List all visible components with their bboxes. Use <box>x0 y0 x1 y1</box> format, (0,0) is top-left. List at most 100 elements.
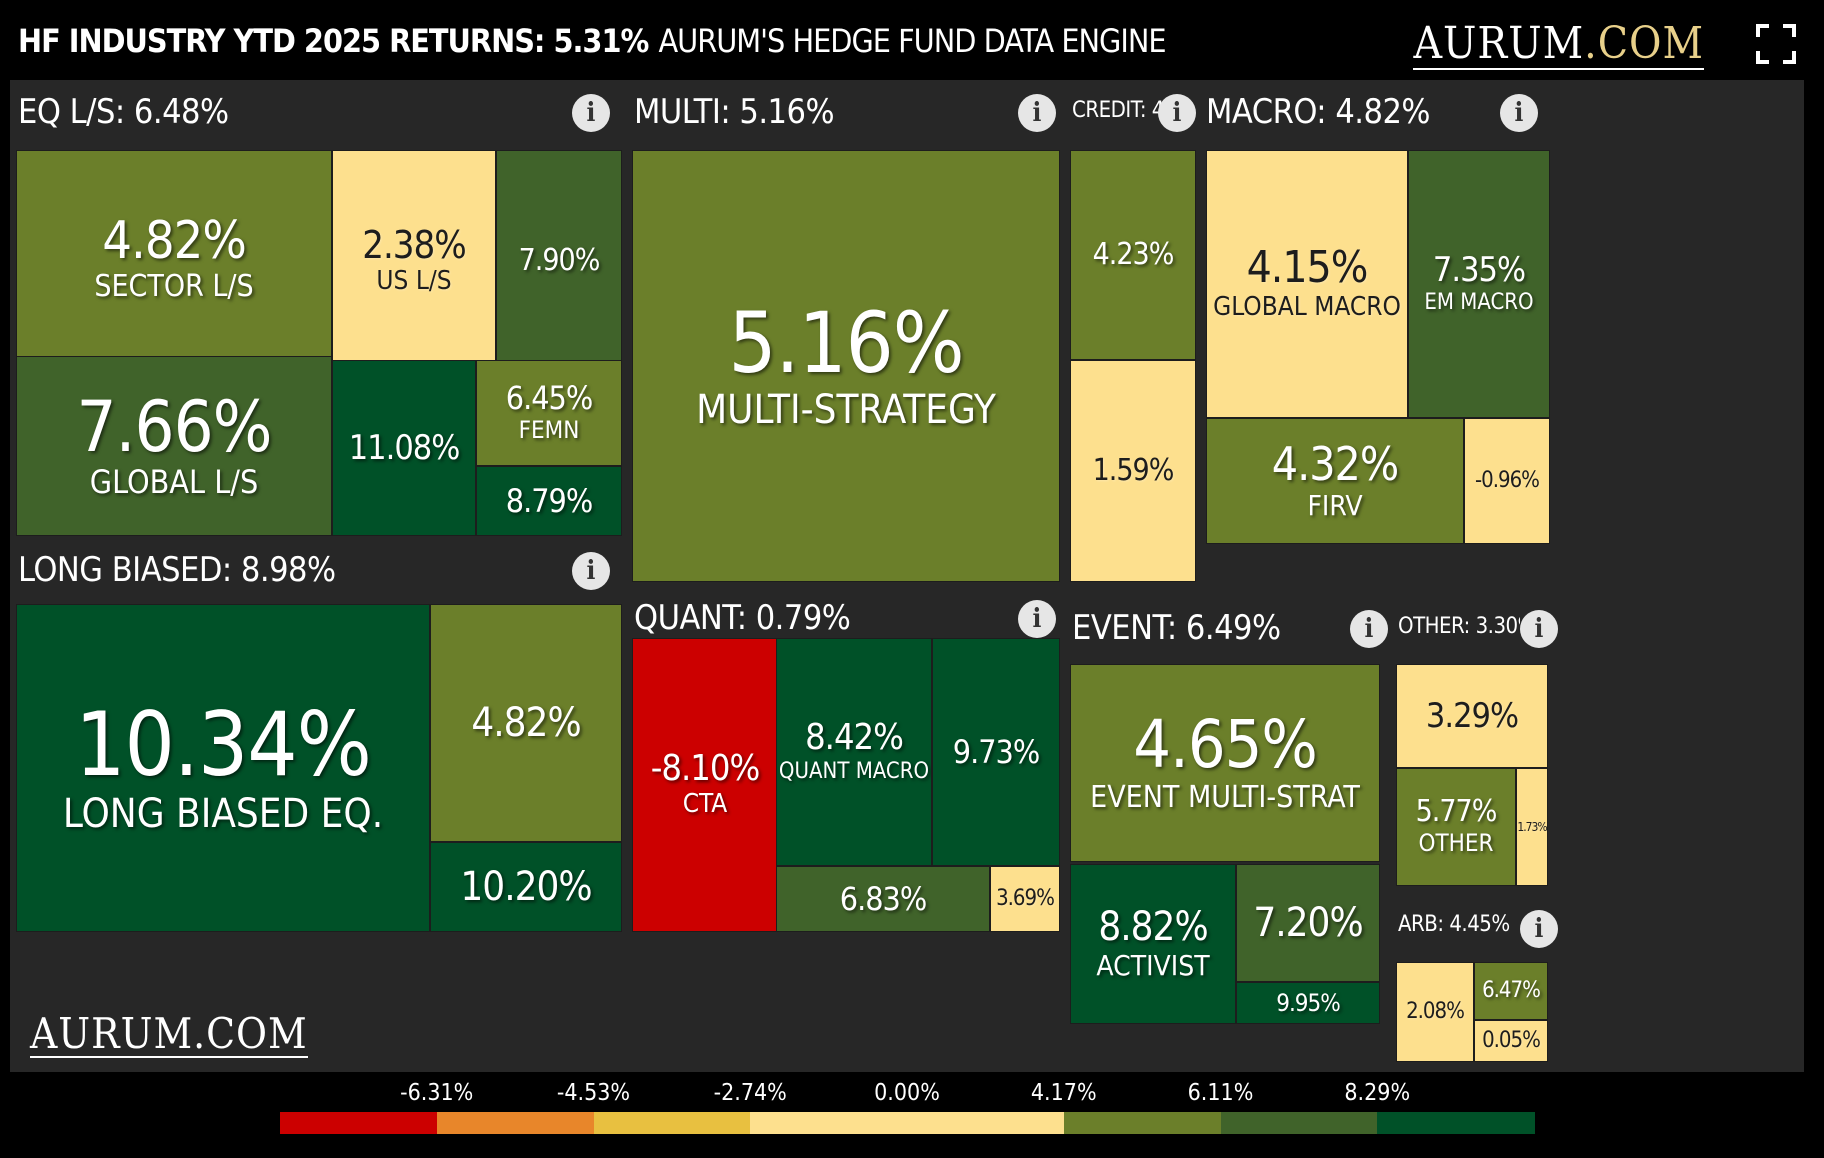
tile-value: 9.95% <box>1276 989 1341 1017</box>
header-engine-title: AURUM'S HEDGE FUND DATA ENGINE <box>658 22 1166 60</box>
legend-swatch <box>280 1112 359 1134</box>
treemap-tile[interactable]: 4.82% SECTOR L/S <box>16 150 332 368</box>
fullscreen-icon[interactable] <box>1756 24 1796 64</box>
treemap-tile[interactable]: 7.66% GLOBAL L/S <box>16 356 332 536</box>
tile-value: 11.08% <box>348 428 461 468</box>
group-title-longb: LONG BIASED: 8.98% <box>18 550 336 590</box>
tile-value: 8.79% <box>505 482 593 520</box>
treemap-tile[interactable]: 1.59% <box>1070 360 1196 582</box>
aurum-logo[interactable]: AURUM.COM <box>1413 20 1704 70</box>
tile-value: 0.05% <box>1482 1028 1541 1053</box>
info-icon[interactable]: i <box>1520 610 1558 648</box>
treemap-board: EQ L/S: 6.48% i 4.82% SECTOR L/S 2.38% US L/S… <box>10 80 1804 1072</box>
tile-value: 5.77% <box>1415 794 1498 830</box>
treemap-tile[interactable]: 6.83% <box>776 866 990 932</box>
treemap-tile[interactable]: 4.82% <box>430 604 622 842</box>
group-title-credit: CREDIT: 4.0 <box>1072 98 1168 123</box>
treemap-tile[interactable]: 9.73% <box>932 638 1060 866</box>
legend-swatch <box>1455 1112 1535 1134</box>
tile-value: 2.08% <box>1406 999 1465 1024</box>
treemap-tile[interactable]: 4.15% GLOBAL MACRO <box>1206 150 1408 418</box>
legend-swatch <box>1298 1112 1378 1134</box>
treemap-tile[interactable]: 10.20% <box>430 842 622 932</box>
info-icon[interactable]: i <box>1520 910 1558 948</box>
tile-value: 7.20% <box>1253 900 1363 946</box>
legend-swatch <box>1063 1112 1143 1134</box>
treemap-tile[interactable]: 1.73% <box>1516 768 1548 886</box>
info-icon[interactable]: i <box>1500 94 1538 132</box>
tile-value: 2.38% <box>362 222 467 267</box>
logo-suffix: .COM <box>1584 18 1704 69</box>
tile-value: 10.34% <box>75 693 372 796</box>
tile-label: SECTOR L/S <box>94 269 254 305</box>
tile-value: 7.35% <box>1432 250 1526 291</box>
group-title-eqls: EQ L/S: 6.48% <box>18 92 229 132</box>
info-icon[interactable]: i <box>572 552 610 590</box>
info-icon[interactable]: i <box>572 94 610 132</box>
legend-tick-label: 4.17% <box>1030 1080 1097 1106</box>
treemap-tile[interactable]: 7.20% <box>1236 864 1380 982</box>
treemap-tile[interactable]: 7.35% EM MACRO <box>1408 150 1550 418</box>
treemap-tile[interactable]: 0.05% <box>1474 1020 1548 1062</box>
tile-value: 9.73% <box>952 733 1040 771</box>
tile-label: FIRV <box>1307 489 1363 523</box>
tile-value: 4.82% <box>471 700 581 746</box>
group-title-arb: ARB: 4.45% <box>1398 912 1510 937</box>
legend-swatch <box>515 1112 594 1134</box>
legend-swatch <box>985 1112 1065 1134</box>
tile-label: GLOBAL MACRO <box>1213 292 1401 323</box>
treemap-tile[interactable]: 10.34% LONG BIASED EQ. <box>16 604 430 932</box>
treemap-tile[interactable]: 6.47% <box>1474 962 1548 1020</box>
tile-value: 1.73% <box>1517 820 1547 834</box>
tile-label: QUANT MACRO <box>778 759 930 785</box>
group-title-multi: MULTI: 5.16% <box>634 92 835 132</box>
watermark-main: AURUM <box>30 1009 194 1058</box>
treemap-tile[interactable]: 2.38% US L/S <box>332 150 496 371</box>
info-icon[interactable]: i <box>1158 94 1196 132</box>
group-title-quant: QUANT: 0.79% <box>634 598 851 638</box>
treemap-tile[interactable]: -8.10% CTA <box>632 638 778 932</box>
tile-value: -8.10% <box>650 748 761 790</box>
legend-tick-label: 0.00% <box>874 1080 940 1106</box>
info-icon[interactable]: i <box>1018 600 1056 638</box>
group-title-other: OTHER: 3.30% <box>1398 614 1520 639</box>
tile-value: -0.96% <box>1474 468 1540 493</box>
treemap-tile[interactable]: 3.29% <box>1396 664 1548 768</box>
treemap-tile[interactable]: 4.65% EVENT MULTI-STRAT <box>1070 664 1380 862</box>
treemap-tile[interactable]: 4.23% <box>1070 150 1196 360</box>
info-icon[interactable]: i <box>1018 94 1056 132</box>
treemap-tile[interactable]: -0.96% <box>1464 418 1550 544</box>
treemap-tile[interactable]: 6.45% FEMN <box>476 360 622 466</box>
tile-value: 4.23% <box>1092 237 1175 272</box>
color-legend: -6.31% -4.53% -2.74% 0.00% 4.17% 6.11% 8.29% <box>0 1080 1824 1158</box>
tile-label: MULTI-STRATEGY <box>696 387 996 433</box>
treemap-tile[interactable]: 7.90% <box>496 150 622 371</box>
treemap-tile[interactable]: 4.32% FIRV <box>1206 418 1464 544</box>
treemap-tile[interactable]: 8.42% QUANT MACRO <box>776 638 932 866</box>
legend-swatch <box>1142 1112 1221 1134</box>
treemap-tile[interactable]: 5.77% OTHER <box>1396 768 1516 886</box>
tile-value: 4.32% <box>1271 437 1399 492</box>
treemap-tile[interactable]: 9.95% <box>1236 982 1380 1024</box>
legend-swatch <box>828 1112 908 1134</box>
treemap-tile[interactable]: 11.08% <box>332 360 476 536</box>
treemap-tile[interactable]: 8.82% ACTIVIST <box>1070 864 1236 1024</box>
tile-value: 8.42% <box>805 717 904 759</box>
info-icon[interactable]: i <box>1350 610 1388 648</box>
treemap-tile[interactable]: 2.08% <box>1396 962 1474 1062</box>
tile-label: OTHER <box>1418 829 1494 858</box>
tile-value: 1.59% <box>1092 453 1175 488</box>
legend-swatch <box>593 1112 673 1134</box>
legend-swatch <box>907 1112 986 1134</box>
logo-main: AURUM <box>1413 18 1585 69</box>
group-title-event: EVENT: 6.49% <box>1072 608 1281 648</box>
legend-swatch <box>358 1112 438 1134</box>
treemap-tile[interactable]: 5.16% MULTI-STRATEGY <box>632 150 1060 582</box>
treemap-tile[interactable]: 8.79% <box>476 466 622 536</box>
treemap-tile[interactable]: 3.69% <box>990 866 1060 932</box>
tile-label: GLOBAL L/S <box>89 463 259 502</box>
legend-swatch <box>1220 1112 1300 1134</box>
tile-label: ACTIVIST <box>1096 949 1210 983</box>
legend-swatch <box>1377 1112 1457 1134</box>
legend-swatch <box>436 1112 516 1134</box>
